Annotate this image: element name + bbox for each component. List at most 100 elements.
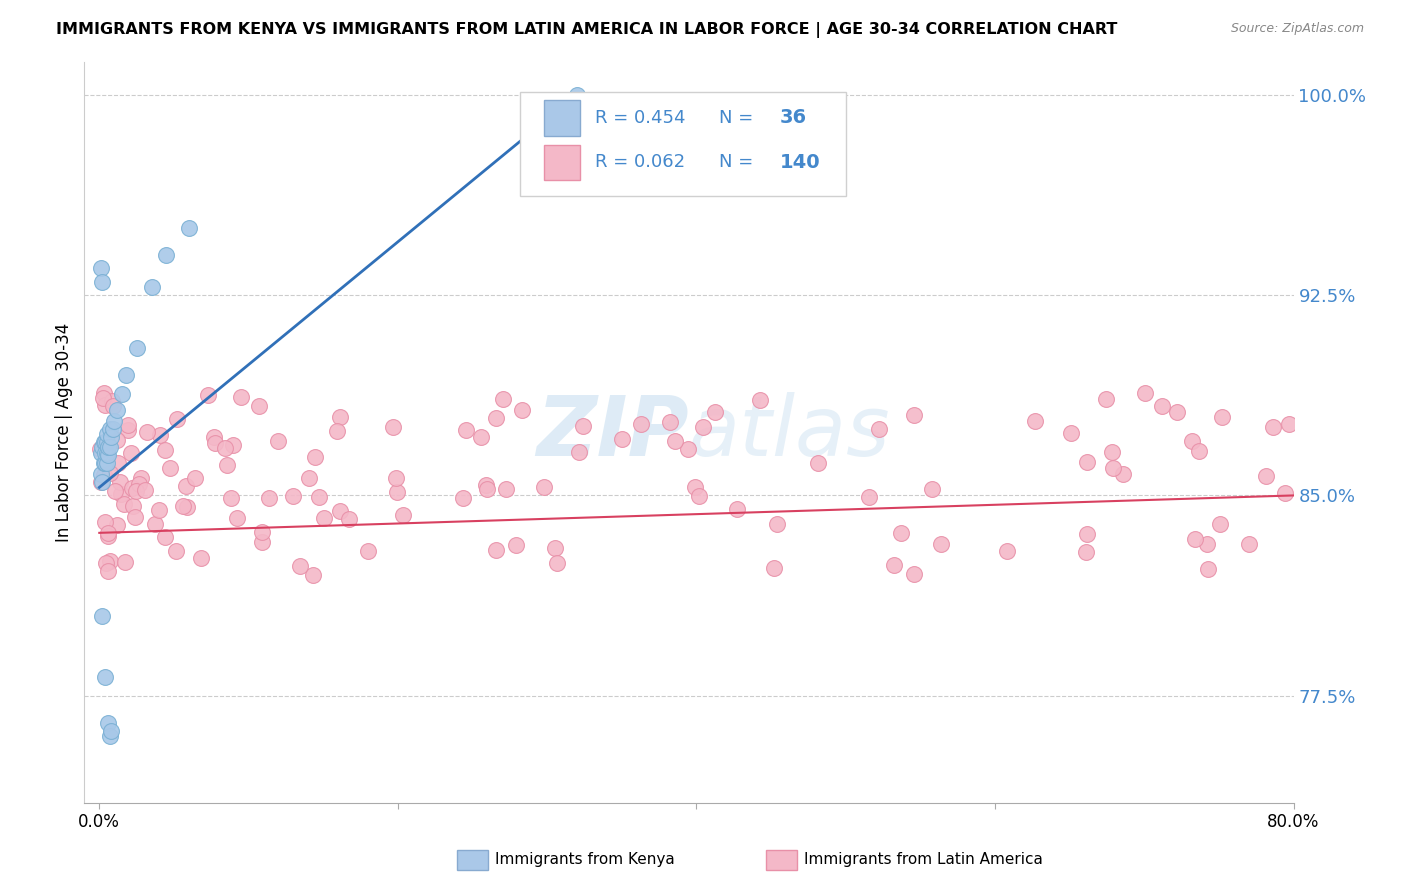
Point [93,467,115,482]
Point [93,456,115,470]
Point [247,399,270,413]
Point [290,558,312,573]
Point [122,499,145,513]
Point [1256,469,1278,483]
Point [749,392,772,407]
Point [451,491,474,505]
Point [97,440,120,454]
Point [454,423,477,437]
Point [664,434,686,449]
Point [1197,562,1219,576]
Point [252,534,274,549]
Point [97,448,120,462]
Point [329,409,352,424]
Point [101,422,124,436]
Point [250,524,273,539]
Point [98,466,121,480]
Point [281,489,304,503]
Point [125,483,148,498]
Point [807,456,830,470]
Point [112,497,135,511]
Point [91,440,114,454]
Point [1102,461,1125,475]
Point [215,458,238,472]
Point [903,567,925,582]
Point [91,608,114,623]
Text: R = 0.062: R = 0.062 [595,153,685,171]
Point [1261,419,1284,434]
Point [1074,544,1097,558]
FancyBboxPatch shape [520,92,846,195]
Point [610,433,633,447]
Point [692,419,714,434]
Point [1112,467,1135,482]
Point [94,434,117,449]
Point [229,390,252,404]
Text: Source: ZipAtlas.com: Source: ZipAtlas.com [1230,22,1364,36]
Point [117,418,139,433]
Point [91,475,114,489]
Point [107,456,129,470]
Point [96,426,118,441]
Point [117,423,139,437]
Text: ZIP: ZIP [536,392,689,473]
Text: Immigrants from Kenya: Immigrants from Kenya [495,853,675,867]
Point [225,511,247,525]
Point [392,508,415,522]
Point [546,556,568,570]
Point [94,456,117,470]
Point [766,516,789,531]
Point [505,538,527,552]
Point [683,480,706,494]
Point [96,434,118,449]
Point [90,261,112,276]
Point [1181,434,1204,448]
Point [94,556,117,570]
Point [91,275,114,289]
Point [565,87,588,102]
Point [134,483,156,497]
Point [153,443,176,458]
Point [148,502,170,516]
Point [883,558,905,573]
Point [98,422,121,436]
Point [1184,532,1206,546]
Point [93,515,115,529]
Point [381,419,404,434]
Point [105,434,128,448]
Point [197,388,219,402]
Point [475,483,498,497]
Point [219,491,242,506]
Point [98,440,121,454]
Point [128,476,150,491]
Point [129,471,152,485]
Point [155,530,177,544]
Point [1187,444,1209,458]
Point [110,486,132,500]
Point [929,537,952,551]
Point [100,723,122,738]
Point [97,529,120,543]
Point [204,436,226,450]
Point [868,422,890,436]
Point [93,385,115,400]
Point [121,481,143,495]
Point [314,511,336,525]
Point [125,342,148,356]
Text: 140: 140 [780,153,820,172]
Point [90,467,112,481]
Text: IMMIGRANTS FROM KENYA VS IMMIGRANTS FROM LATIN AMERICA IN LABOR FORCE | AGE 30-3: IMMIGRANTS FROM KENYA VS IMMIGRANTS FROM… [56,22,1118,38]
Point [105,518,128,533]
Point [1195,537,1218,551]
Point [1101,445,1123,459]
Point [1135,386,1157,401]
Point [93,434,115,449]
Point [1278,417,1301,432]
Point [172,500,194,514]
Point [90,475,112,489]
Point [903,409,925,423]
Point [485,411,508,425]
Point [96,445,118,459]
Point [114,555,136,569]
Point [337,512,360,526]
